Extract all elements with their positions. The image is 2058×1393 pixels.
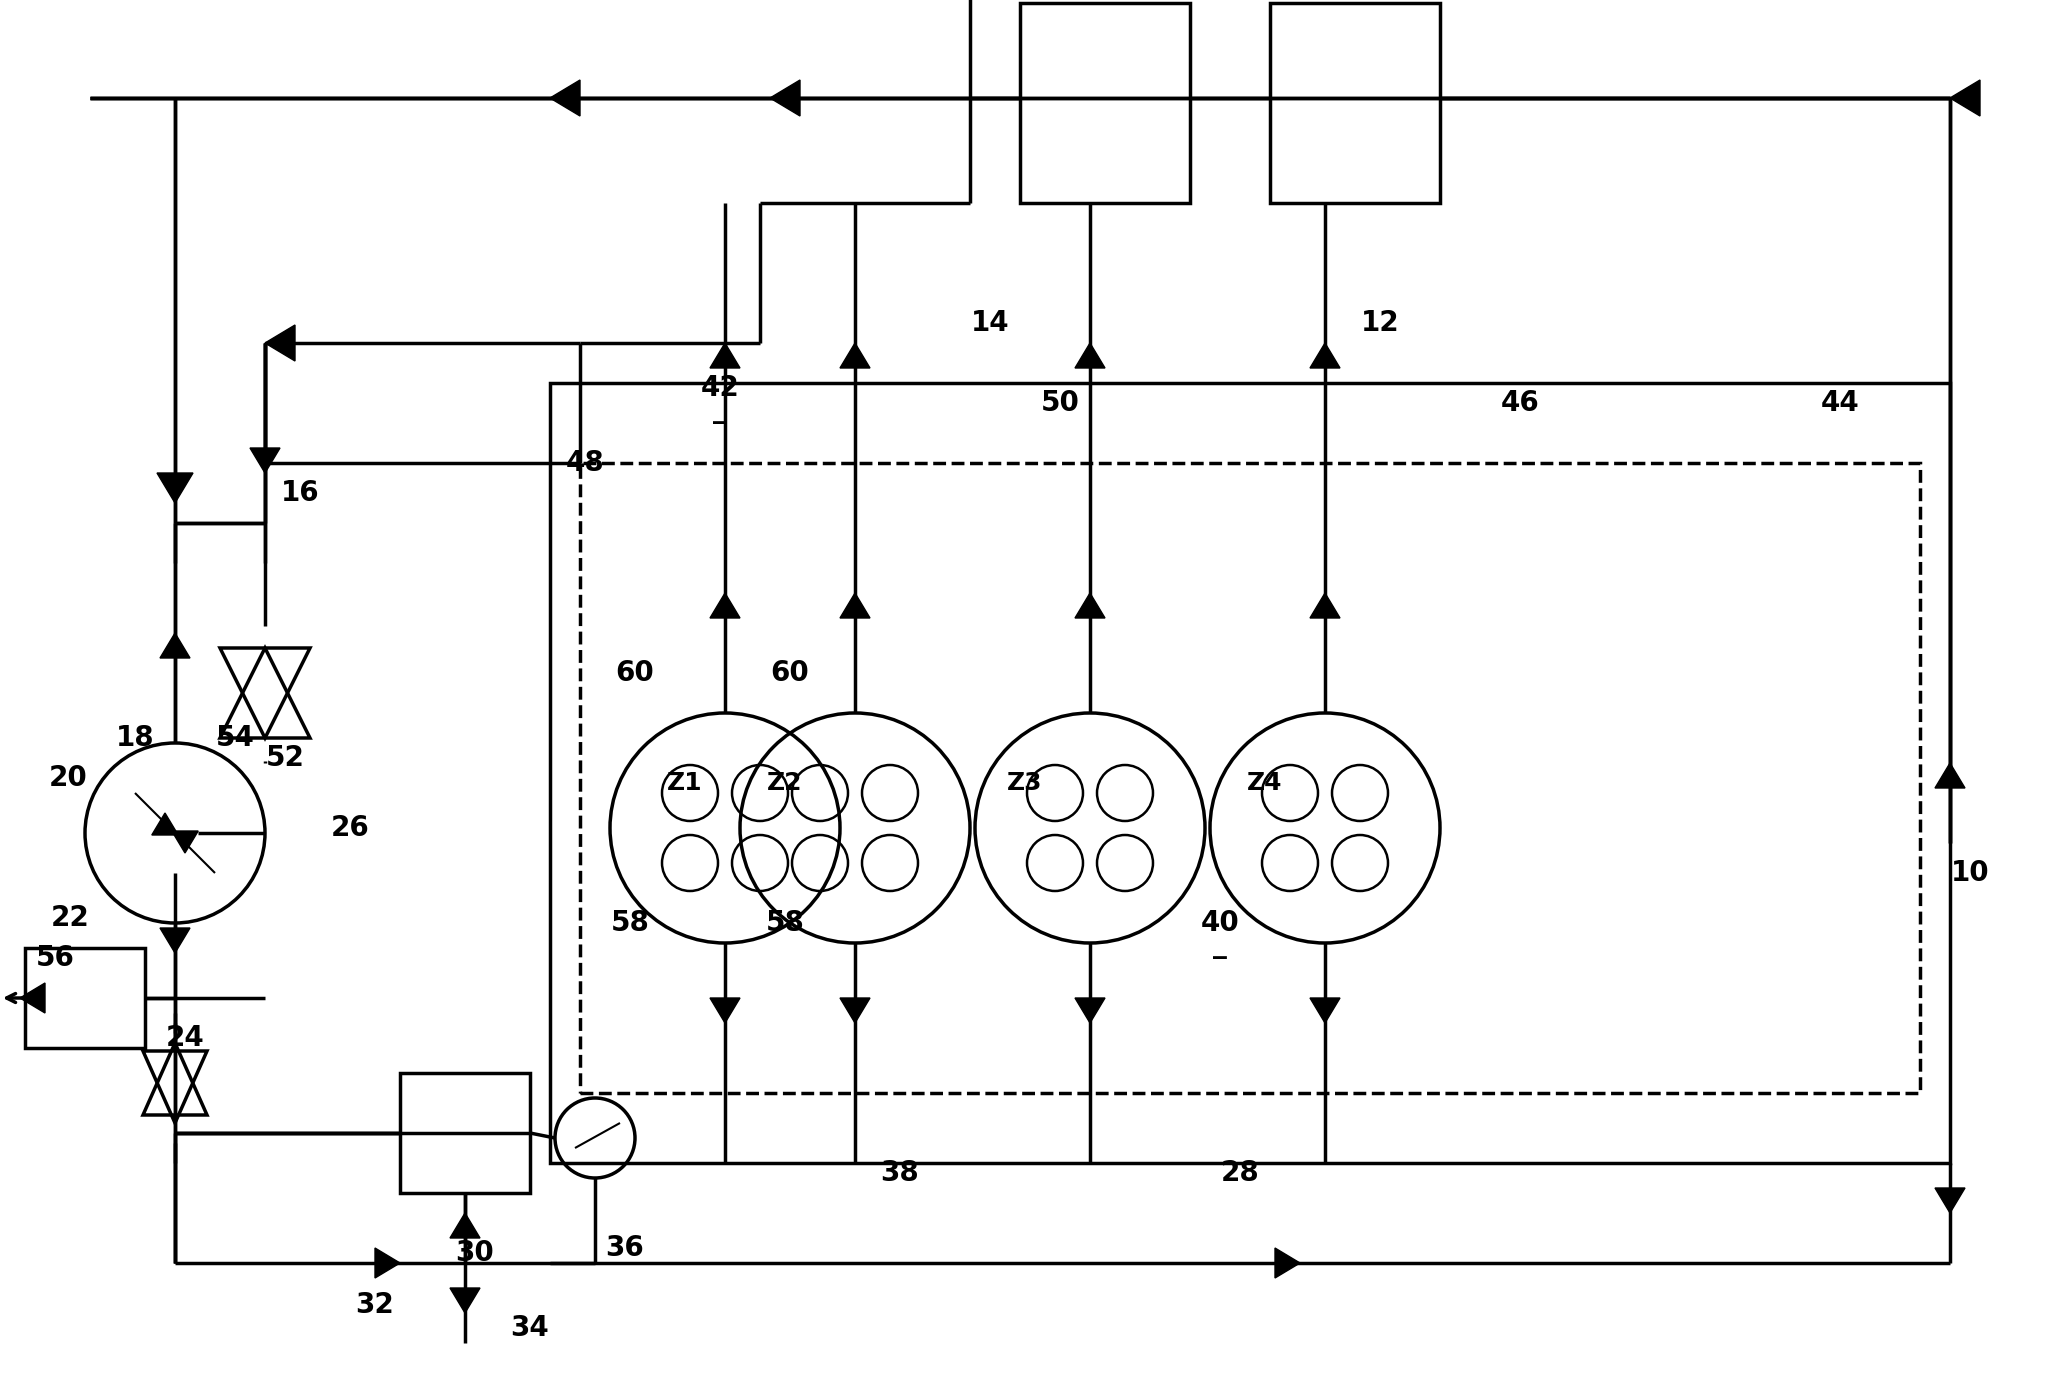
Polygon shape — [1074, 343, 1105, 368]
Text: 46: 46 — [1500, 389, 1539, 417]
Polygon shape — [1074, 593, 1105, 618]
Polygon shape — [161, 928, 189, 953]
Polygon shape — [770, 79, 801, 116]
Text: Z3: Z3 — [1006, 770, 1043, 795]
Polygon shape — [161, 632, 189, 657]
Text: 40: 40 — [1200, 910, 1239, 937]
Text: 30: 30 — [455, 1238, 494, 1268]
Polygon shape — [1074, 997, 1105, 1022]
Text: Z4: Z4 — [1247, 770, 1282, 795]
Polygon shape — [1935, 763, 1965, 788]
Text: 18: 18 — [115, 724, 154, 752]
Text: 26: 26 — [331, 814, 368, 841]
Text: 60: 60 — [770, 659, 809, 687]
Bar — [25, 949, 144, 1048]
Polygon shape — [152, 814, 179, 834]
Bar — [1270, 3, 1441, 203]
Polygon shape — [249, 449, 280, 474]
Polygon shape — [1951, 79, 1980, 116]
Polygon shape — [1311, 343, 1340, 368]
Polygon shape — [451, 1289, 480, 1314]
Text: 58: 58 — [611, 910, 650, 937]
Text: 16: 16 — [280, 479, 319, 507]
Text: 14: 14 — [971, 309, 1008, 337]
Polygon shape — [549, 79, 580, 116]
Text: 34: 34 — [510, 1314, 549, 1341]
Polygon shape — [1935, 1188, 1965, 1213]
Text: 24: 24 — [165, 1024, 204, 1052]
Text: _: _ — [1212, 931, 1227, 958]
Polygon shape — [840, 343, 871, 368]
Text: Z2: Z2 — [768, 770, 803, 795]
Polygon shape — [840, 997, 871, 1022]
Text: 28: 28 — [1220, 1159, 1259, 1187]
Text: 22: 22 — [51, 904, 88, 932]
Text: 60: 60 — [615, 659, 654, 687]
Text: 10: 10 — [1951, 859, 1990, 887]
Text: 54: 54 — [216, 724, 255, 752]
Bar — [549, 383, 1951, 1163]
Polygon shape — [21, 983, 45, 1013]
Polygon shape — [840, 593, 871, 618]
Text: 58: 58 — [766, 910, 805, 937]
Text: 42: 42 — [700, 373, 739, 403]
Text: 56: 56 — [35, 944, 74, 972]
Polygon shape — [171, 832, 198, 853]
Text: 32: 32 — [356, 1291, 395, 1319]
Polygon shape — [265, 325, 294, 361]
Text: _: _ — [712, 396, 726, 423]
Text: Z1: Z1 — [667, 770, 704, 795]
Bar — [1021, 3, 1190, 203]
Polygon shape — [1276, 1248, 1301, 1277]
Text: 48: 48 — [566, 449, 605, 476]
Polygon shape — [451, 1213, 480, 1238]
Text: 20: 20 — [49, 763, 86, 793]
Polygon shape — [710, 343, 741, 368]
Text: 12: 12 — [1360, 309, 1399, 337]
Polygon shape — [375, 1248, 399, 1277]
Text: 44: 44 — [1821, 389, 1858, 417]
Polygon shape — [156, 474, 193, 503]
Text: 38: 38 — [881, 1159, 920, 1187]
Text: 36: 36 — [605, 1234, 644, 1262]
Polygon shape — [1311, 593, 1340, 618]
Polygon shape — [1311, 997, 1340, 1022]
Text: 52: 52 — [265, 744, 305, 772]
Polygon shape — [710, 997, 741, 1022]
Bar — [399, 1073, 531, 1192]
Bar — [580, 462, 1920, 1094]
Text: 50: 50 — [1041, 389, 1080, 417]
Polygon shape — [710, 593, 741, 618]
